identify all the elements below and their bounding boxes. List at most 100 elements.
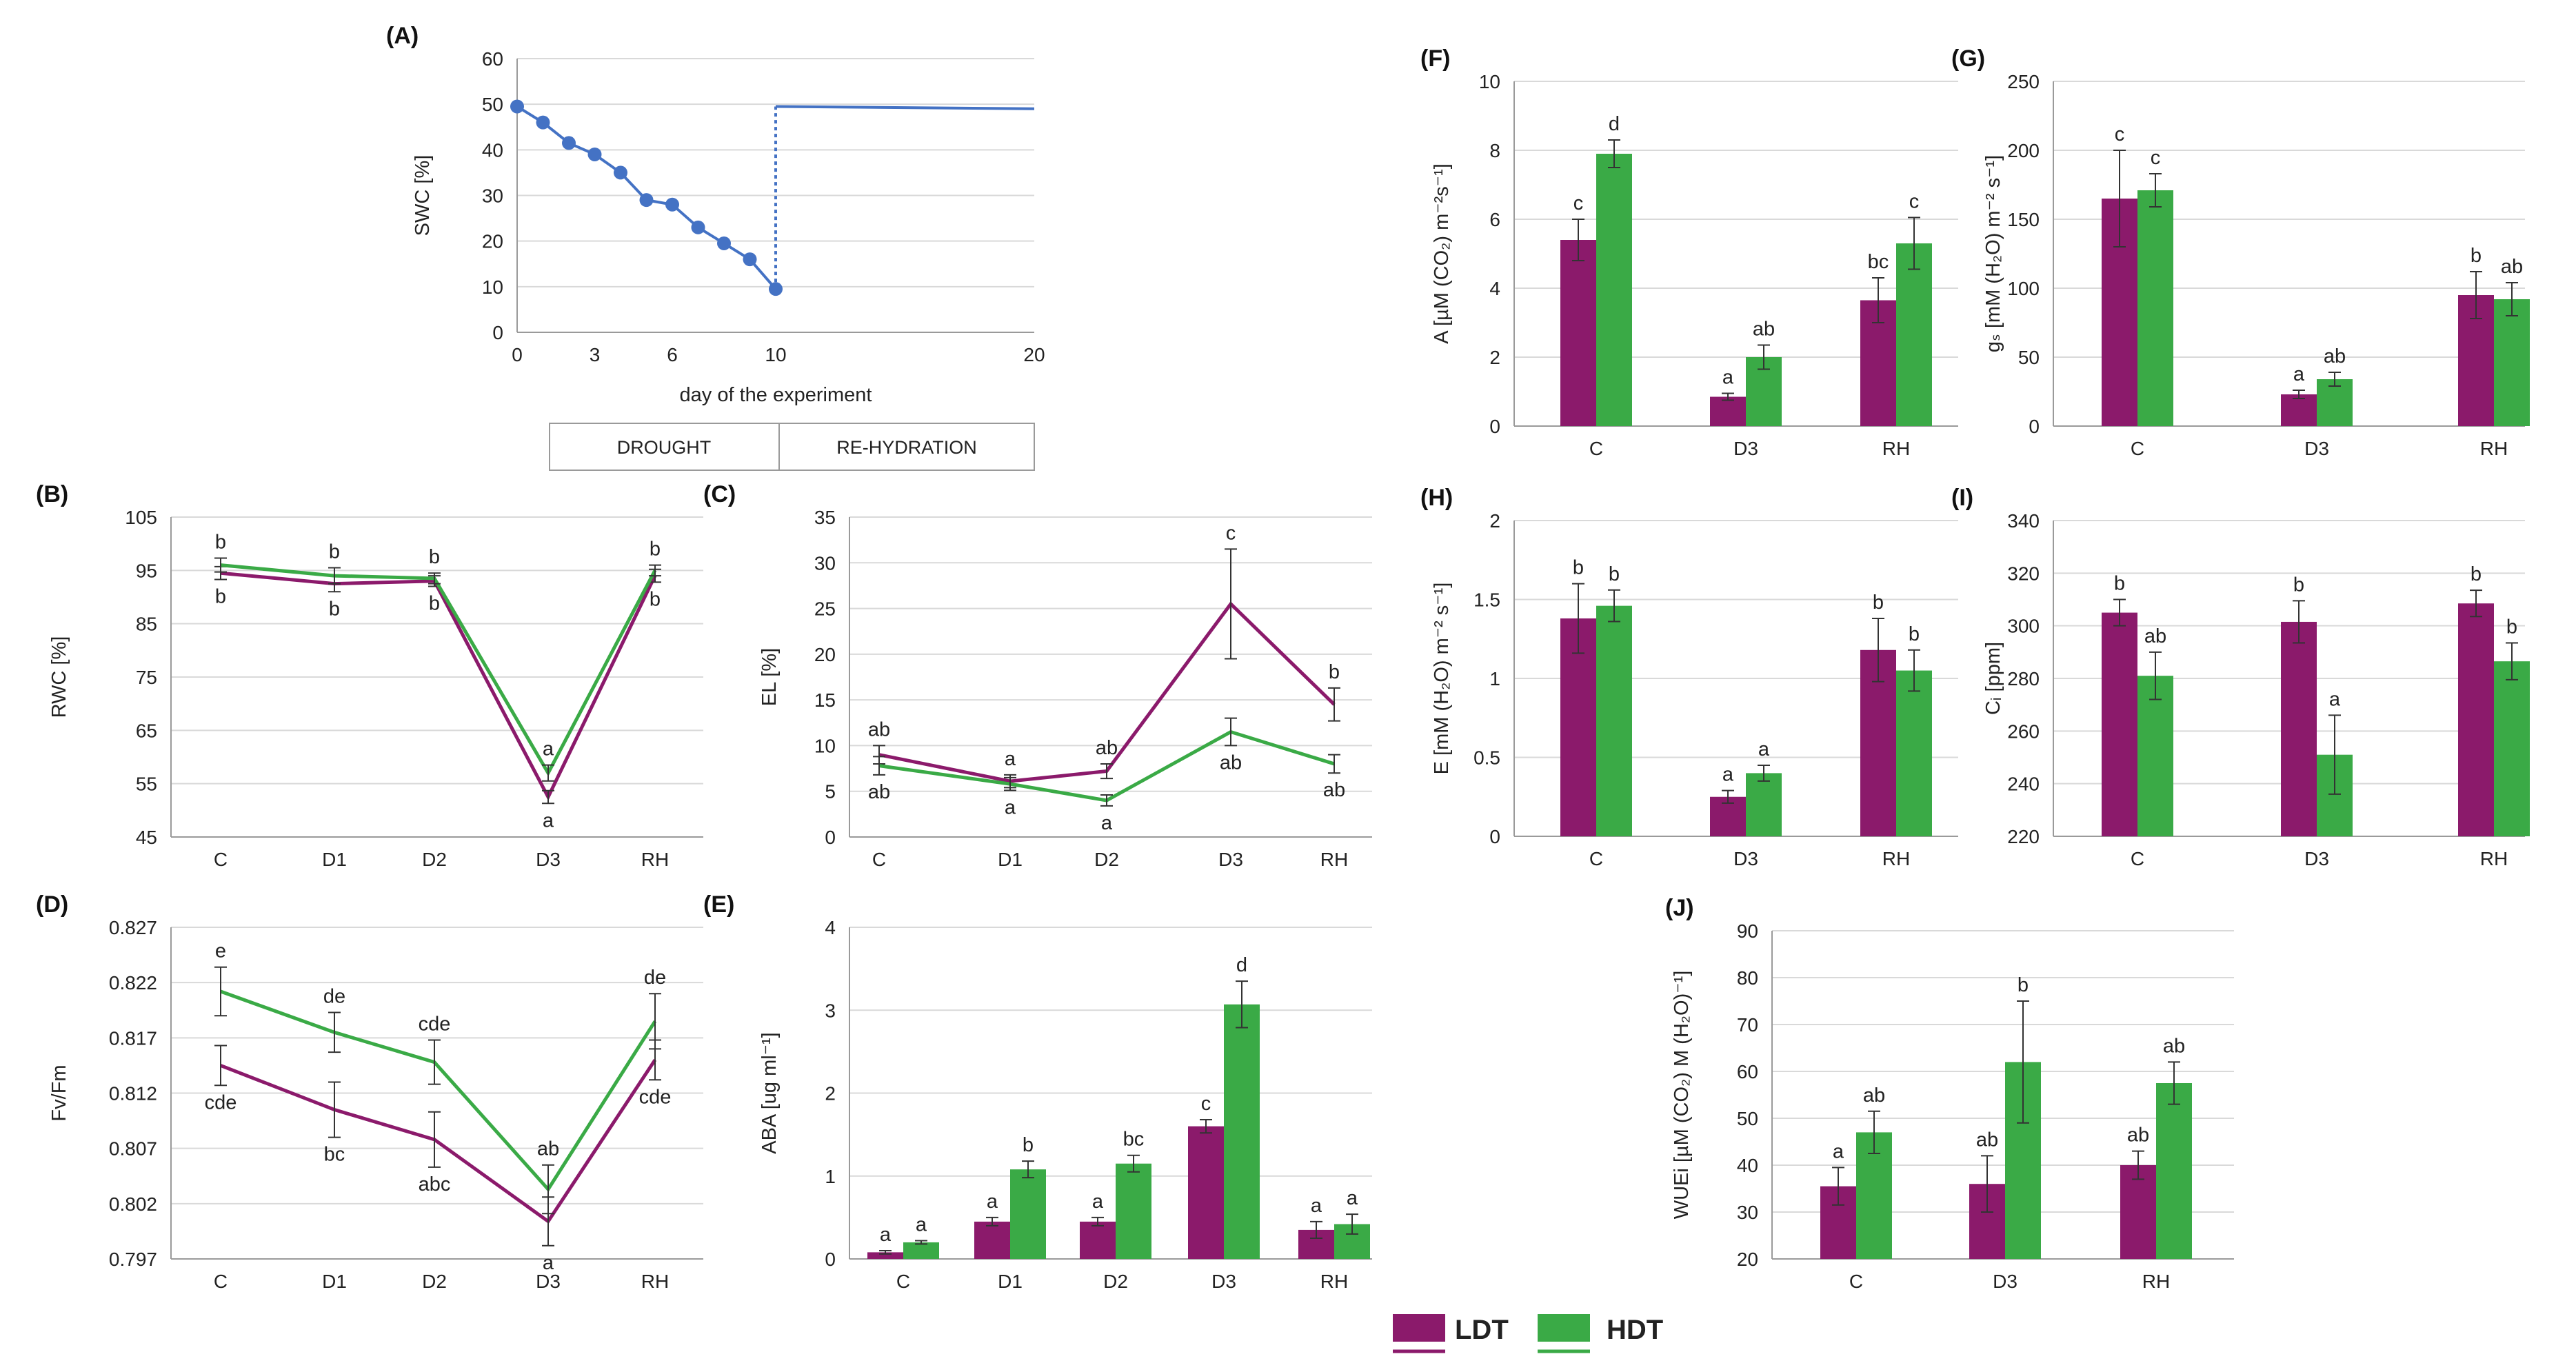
y-axis-label: SWC [%] <box>412 155 434 236</box>
significance-letter-ldt: b <box>1873 592 1884 614</box>
significance-letter-hdt: a <box>543 738 554 760</box>
legend-swatch-ldt <box>1393 1314 1445 1342</box>
y-tick-label: 55 <box>136 774 157 795</box>
swc-point <box>639 193 654 208</box>
y-tick-label: 1 <box>825 1166 836 1187</box>
significance-letter-hdt: b <box>429 546 440 568</box>
significance-letter-ldt: c <box>1226 522 1236 544</box>
legend-swatch-hdt <box>1538 1314 1590 1342</box>
x-tick-label: C <box>896 1271 910 1292</box>
y-tick-label: 60 <box>482 48 503 70</box>
significance-letter-ldt: b <box>215 585 226 607</box>
panel-label: (H) <box>1420 485 1453 511</box>
significance-letter-hdt: a <box>1101 812 1113 834</box>
x-tick-label: D1 <box>998 849 1023 870</box>
significance-letter-ldt: b <box>429 593 440 615</box>
significance-letter-hdt: ab <box>1863 1085 1885 1107</box>
significance-letter-ldt: a <box>1722 764 1734 786</box>
significance-letter-ldt: b <box>2114 573 2125 595</box>
bar-hdt <box>1746 773 1782 836</box>
y-tick-label: 300 <box>2007 616 2040 637</box>
significance-letter-hdt: cde <box>419 1013 451 1036</box>
phase-box-rehydration <box>778 423 1035 471</box>
swc-point <box>587 147 602 161</box>
swc-point <box>717 236 731 250</box>
y-tick-label: 70 <box>1737 1014 1758 1036</box>
y-axis-label: gₛ [mM (H₂O) m⁻² s⁻¹] <box>1982 155 2004 352</box>
y-axis-label: E [mM (H₂O) m⁻² s⁻¹] <box>1431 583 1453 775</box>
swc-point <box>510 99 524 114</box>
significance-letter-ldt: a <box>1722 367 1734 389</box>
significance-letter-hdt: a <box>1005 796 1016 818</box>
y-tick-label: 100 <box>2007 278 2040 299</box>
bar-hdt <box>1896 670 1932 836</box>
y-tick-label: 20 <box>1737 1249 1758 1270</box>
y-tick-label: 30 <box>1737 1202 1758 1223</box>
significance-letter-hdt: a <box>2329 688 2341 710</box>
x-axis-label: day of the experiment <box>680 384 872 406</box>
y-tick-label: 20 <box>482 231 503 252</box>
panel-label: (G) <box>1951 46 1985 72</box>
chart-panel-d: (D) 0.797 0.802 0.807 0.812 0.817 0.822 0.827 Fv… <box>36 891 703 1292</box>
y-tick-label: 15 <box>814 689 836 711</box>
bar-hdt <box>2317 379 2353 426</box>
x-tick-label: D1 <box>322 849 347 870</box>
x-tick-label: 10 <box>765 344 786 365</box>
chart-panel-j: (J) 20 30 40 50 60 70 80 90 WUEi [µM (CO₂) M (H₂O… <box>1665 895 2234 1292</box>
x-tick-label: 3 <box>590 344 601 365</box>
significance-letter-ldt: a <box>880 1224 892 1246</box>
y-tick-label: 30 <box>482 185 503 207</box>
significance-letter-ldt: a <box>1833 1140 1844 1162</box>
y-tick-label: 75 <box>136 667 157 688</box>
x-tick-label: RH <box>641 849 669 870</box>
significance-letter-hdt: b <box>650 538 661 561</box>
significance-letter-hdt: d <box>1609 113 1620 135</box>
bar-hdt <box>1224 1004 1260 1259</box>
significance-letter-hdt: b <box>329 541 340 563</box>
x-tick-label: D3 <box>1218 849 1243 870</box>
bar-ldt <box>1710 396 1746 426</box>
significance-letter-hdt: ab <box>2501 256 2523 278</box>
y-tick-label: 3 <box>825 1000 836 1021</box>
x-tick-label: 0 <box>512 344 523 365</box>
bar-ldt <box>2102 612 2137 836</box>
significance-letter-hdt: ab <box>1753 319 1775 341</box>
significance-letter-ldt: c <box>1201 1093 1211 1115</box>
bar-hdt <box>1896 243 1932 426</box>
y-axis-label: RWC [%] <box>48 636 70 718</box>
significance-letter-hdt: ab <box>537 1138 559 1160</box>
significance-letter-ldt: c <box>1573 192 1584 214</box>
y-tick-label: 2 <box>1489 347 1500 368</box>
significance-letter-ldt: b <box>2471 563 2482 585</box>
significance-letter-ldt: bc <box>324 1144 345 1166</box>
x-tick-label: RH <box>1320 849 1348 870</box>
chart-panel-h: (H) 0 0.5 1 1.5 2 E [mM (H₂O) m⁻² s⁻¹] C D3 RH b a b… <box>1420 485 1958 869</box>
panel-label: (E) <box>703 891 734 918</box>
significance-letter-hdt: b <box>1023 1134 1034 1156</box>
y-tick-label: 0 <box>825 827 836 848</box>
significance-letter-ldt: a <box>543 809 554 831</box>
x-tick-label: D2 <box>1094 849 1119 870</box>
bar-ldt <box>2458 603 2494 836</box>
panel-label: (C) <box>703 481 736 507</box>
significance-letter-ldt: a <box>1005 748 1016 770</box>
y-tick-label: 10 <box>1479 71 1500 92</box>
y-tick-label: 0.827 <box>109 917 157 938</box>
significance-letter-ldt: b <box>329 598 340 620</box>
bar-hdt <box>2494 661 2530 836</box>
bar-ldt <box>1560 618 1596 836</box>
panel-label: (D) <box>36 891 68 918</box>
x-tick-label: C <box>1589 438 1603 459</box>
x-tick-label: D1 <box>322 1271 347 1292</box>
y-tick-label: 0.807 <box>109 1138 157 1160</box>
x-tick-label: C <box>1849 1271 1863 1292</box>
legend: LDT HDT <box>1393 1314 1663 1353</box>
y-tick-label: 45 <box>136 827 157 848</box>
chart-panel-g: (G) 0 50 100 150 200 250 gₛ [mM (H₂O) m⁻² s⁻¹] C… <box>1951 46 2530 459</box>
y-tick-label: 40 <box>482 139 503 161</box>
x-tick-label: D3 <box>2304 848 2329 869</box>
bar-hdt <box>903 1242 939 1259</box>
panel-label: (F) <box>1420 46 1450 72</box>
bar-ldt <box>1080 1221 1116 1259</box>
